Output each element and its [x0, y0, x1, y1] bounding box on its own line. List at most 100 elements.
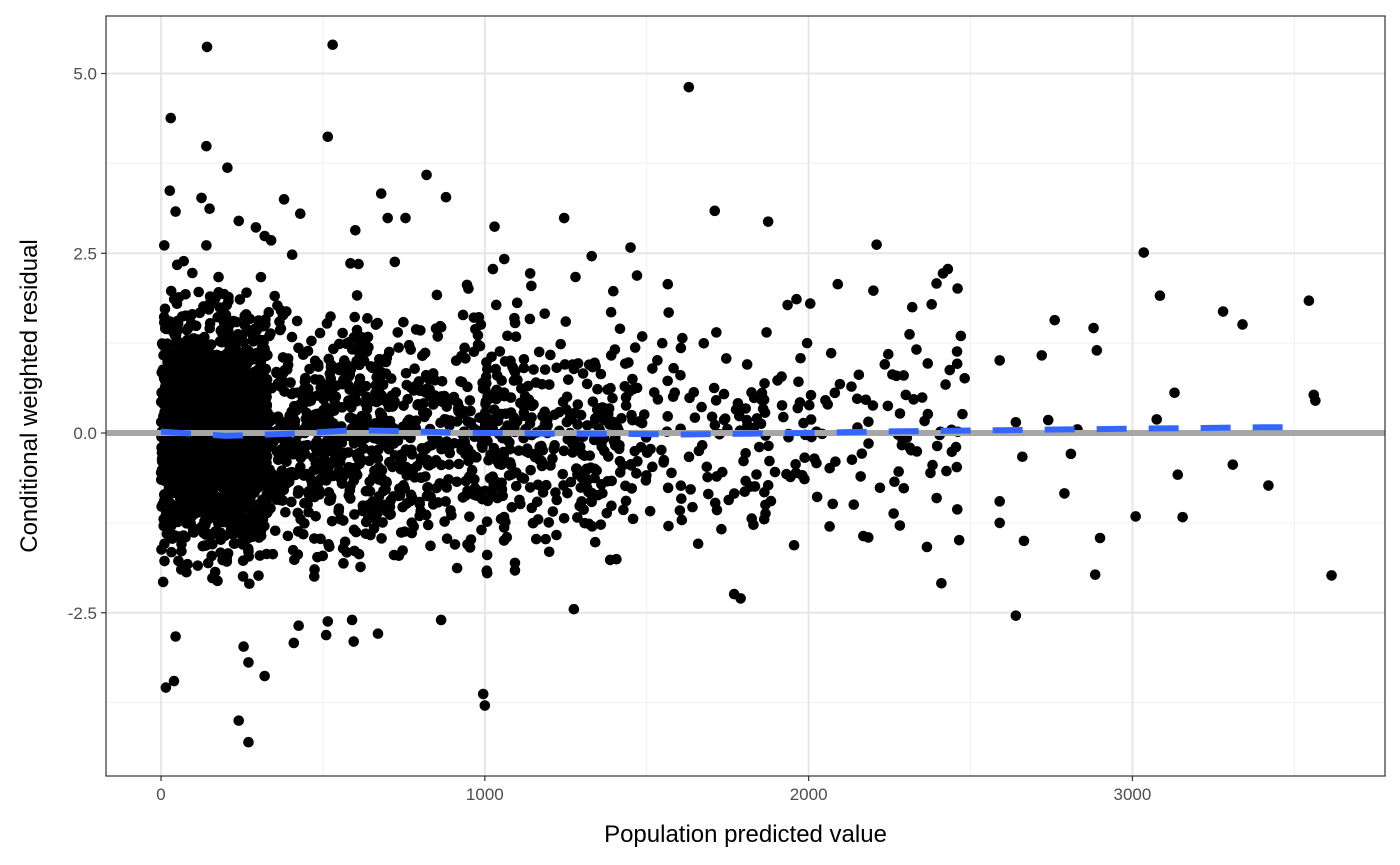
data-point: [472, 339, 484, 350]
data-point: [716, 523, 727, 535]
data-point: [214, 468, 225, 479]
data-point: [765, 495, 777, 507]
data-point: [253, 570, 264, 581]
data-point: [170, 206, 181, 217]
data-point: [359, 397, 371, 409]
data-point: [510, 480, 522, 492]
data-point: [741, 359, 753, 370]
data-point: [511, 416, 523, 427]
data-point: [338, 558, 349, 569]
data-point: [174, 385, 185, 396]
data-point: [207, 572, 218, 584]
data-point: [706, 411, 718, 423]
data-point: [364, 486, 376, 497]
data-point: [486, 472, 498, 483]
data-point: [394, 490, 406, 501]
data-point: [936, 578, 947, 589]
data-point: [350, 466, 361, 477]
data-point: [353, 449, 365, 460]
data-point: [443, 459, 455, 470]
data-point: [301, 407, 313, 419]
data-point: [598, 445, 610, 457]
data-point: [291, 442, 303, 454]
data-point: [412, 399, 424, 410]
data-point: [277, 352, 289, 363]
data-point: [421, 407, 433, 419]
data-point: [994, 355, 1005, 366]
data-point: [424, 384, 435, 395]
data-point: [894, 408, 906, 419]
data-point: [241, 287, 252, 298]
data-point: [641, 470, 652, 481]
data-point: [243, 551, 255, 562]
data-point: [636, 331, 648, 342]
data-point: [888, 508, 899, 519]
data-point: [461, 279, 473, 291]
data-point: [370, 379, 382, 391]
data-point: [353, 378, 365, 389]
data-point: [196, 192, 207, 204]
data-point: [951, 504, 963, 515]
data-point: [592, 403, 604, 414]
data-point: [560, 316, 572, 327]
data-point: [278, 376, 290, 388]
data-point: [567, 447, 578, 458]
data-point: [222, 548, 234, 559]
data-point: [397, 501, 408, 513]
data-point: [631, 468, 642, 479]
data-point: [669, 387, 681, 398]
data-point: [349, 545, 360, 557]
data-point: [893, 466, 904, 477]
data-point: [740, 475, 751, 487]
data-point: [274, 489, 285, 500]
data-point: [539, 406, 551, 418]
data-point: [409, 363, 420, 375]
data-point: [904, 329, 915, 340]
data-point: [558, 212, 570, 224]
data-point: [259, 343, 270, 354]
data-point: [557, 468, 569, 480]
data-point: [288, 637, 300, 649]
data-point: [519, 390, 531, 402]
data-point: [398, 316, 409, 328]
data-point: [312, 551, 323, 563]
data-point: [206, 550, 217, 562]
data-point: [322, 616, 334, 627]
data-point: [553, 406, 565, 418]
y-tick-label: 5.0: [73, 65, 97, 84]
data-point: [354, 347, 366, 359]
data-point: [489, 221, 500, 232]
data-point: [497, 452, 508, 464]
data-point: [501, 531, 513, 543]
data-point: [476, 440, 488, 451]
data-point: [180, 288, 191, 300]
data-point: [614, 323, 626, 335]
data-point: [326, 515, 338, 527]
data-point: [676, 514, 688, 526]
data-point: [388, 549, 400, 561]
data-point: [575, 482, 587, 493]
data-point: [572, 512, 583, 523]
data-point: [199, 499, 210, 510]
data-point: [763, 440, 774, 452]
data-point: [188, 492, 200, 503]
data-point: [279, 386, 290, 397]
data-point: [1088, 322, 1099, 334]
data-point: [805, 414, 817, 425]
data-point: [372, 628, 384, 639]
data-point: [425, 540, 436, 552]
data-point: [337, 378, 348, 390]
data-point: [164, 516, 175, 528]
data-point: [383, 346, 395, 358]
data-point: [237, 329, 248, 341]
data-point: [164, 185, 176, 197]
data-point: [730, 404, 742, 415]
data-point: [827, 498, 839, 510]
data-point: [188, 333, 200, 344]
data-point: [279, 364, 291, 376]
data-point: [647, 461, 658, 473]
data-point: [172, 318, 184, 330]
data-point: [175, 493, 187, 504]
data-point: [302, 345, 314, 357]
data-point: [460, 353, 471, 364]
